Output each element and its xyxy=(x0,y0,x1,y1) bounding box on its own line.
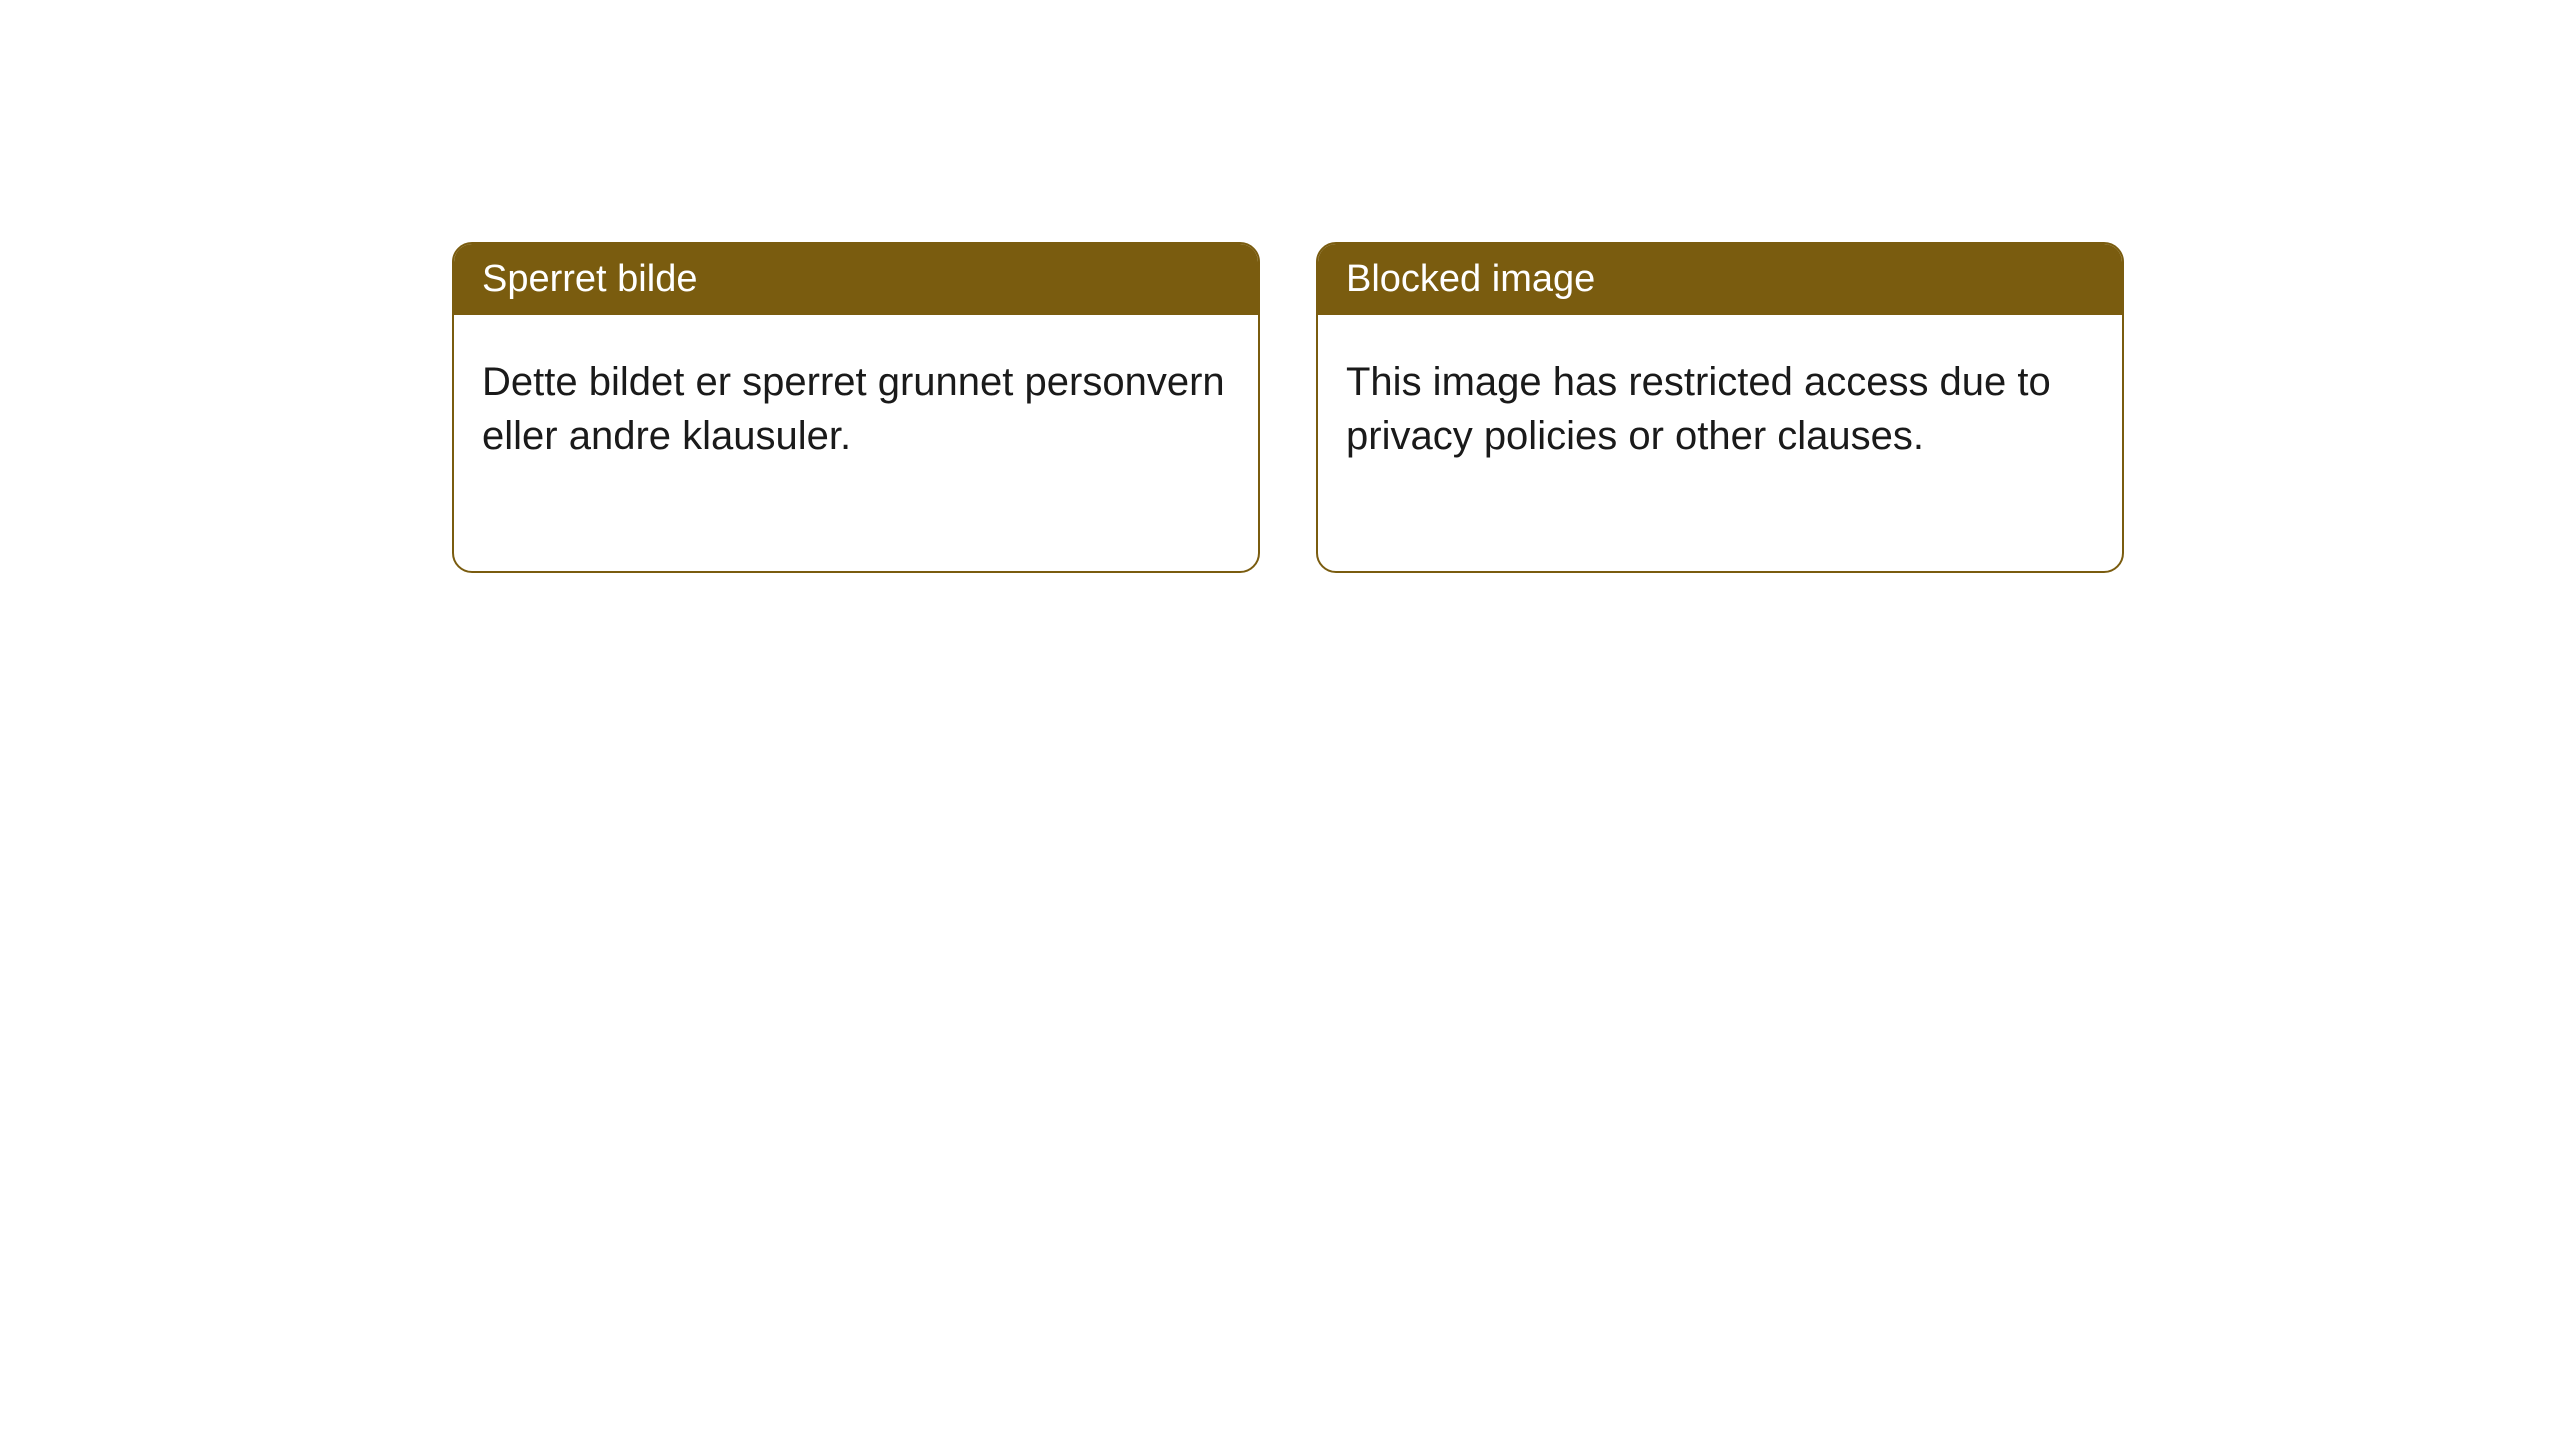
card-english: Blocked image This image has restricted … xyxy=(1316,242,2124,573)
card-header: Blocked image xyxy=(1318,244,2122,315)
cards-container: Sperret bilde Dette bildet er sperret gr… xyxy=(452,242,2560,573)
card-body-text: Dette bildet er sperret grunnet personve… xyxy=(482,360,1225,458)
card-header: Sperret bilde xyxy=(454,244,1258,315)
card-body-text: This image has restricted access due to … xyxy=(1346,360,2051,458)
card-body: Dette bildet er sperret grunnet personve… xyxy=(454,315,1258,571)
card-title: Sperret bilde xyxy=(482,258,697,300)
card-title: Blocked image xyxy=(1346,258,1595,300)
card-body: This image has restricted access due to … xyxy=(1318,315,2122,571)
card-norwegian: Sperret bilde Dette bildet er sperret gr… xyxy=(452,242,1260,573)
